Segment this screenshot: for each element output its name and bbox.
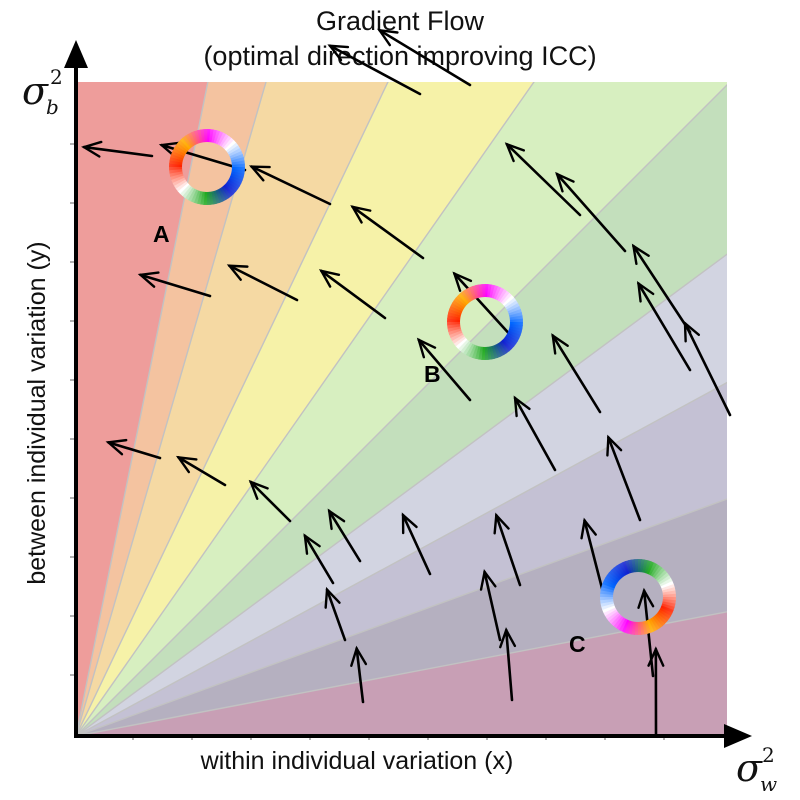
flow-arrow [81, 140, 154, 158]
flow-arrow [513, 395, 557, 472]
band-divider [77, 84, 727, 734]
band-divider [77, 253, 727, 734]
flow-arrow [631, 243, 692, 334]
band-divider [76, 82, 209, 734]
y-axis-arrowhead [64, 40, 88, 68]
color-wheel-icon [169, 129, 245, 205]
flow-arrow [683, 320, 732, 417]
x-axis-arrowhead [724, 724, 752, 748]
color-wheel-markers [169, 129, 677, 636]
y-axis-symbol: σ b 2 [22, 65, 63, 119]
flow-arrow [327, 508, 362, 563]
flow-arrow [636, 281, 692, 372]
x-axis-superscript: 2 [762, 743, 775, 767]
flow-arrow [416, 337, 472, 402]
flow-arrow [350, 205, 425, 260]
band-dividers [76, 82, 727, 734]
flow-arrow [137, 271, 212, 298]
flow-arrow [493, 512, 522, 587]
flow-arrow [499, 627, 517, 702]
flow-arrow [606, 434, 642, 522]
gradient-arrows [81, 28, 732, 737]
flow-arrow [175, 455, 227, 487]
flow-arrow [479, 569, 502, 642]
point-label-c: C [569, 631, 586, 657]
color-wheel-icon [599, 558, 677, 636]
band-divider [76, 82, 535, 734]
color-wheel-icon [447, 284, 523, 360]
flow-arrow [105, 438, 162, 460]
flow-arrow [226, 264, 299, 302]
x-axis-label: within individual variation (x) [200, 747, 514, 775]
point-label-a: A [153, 221, 170, 247]
band-divider [79, 498, 727, 734]
flow-arrow [327, 44, 422, 96]
band-divider [82, 611, 727, 734]
flow-arrow [303, 533, 335, 585]
y-axis-label: between individual variation (y) [23, 241, 51, 584]
point-label-b: B [424, 361, 441, 387]
flow-arrow [318, 269, 387, 320]
flow-arrow [248, 165, 332, 206]
y-axis-superscript: 2 [50, 65, 63, 89]
flow-arrow [647, 646, 665, 737]
chart-title-line-1: Gradient Flow [315, 6, 485, 36]
band-divider [76, 82, 389, 734]
band-divider [76, 82, 267, 734]
flow-arrow [504, 142, 582, 217]
chart-title-line-2: (optimal direction improving ICC) [203, 41, 597, 71]
band-divider [78, 381, 727, 734]
flow-arrow [551, 333, 602, 414]
y-axis-subscript: b [46, 95, 59, 119]
y-axis-sigma: σ [22, 69, 49, 113]
x-axis-sigma: σ [736, 746, 763, 790]
x-axis-symbol: σ w 2 [736, 743, 777, 796]
flow-arrow [401, 512, 432, 576]
flow-arrow [377, 28, 472, 87]
flow-arrow [324, 586, 347, 642]
flow-arrow [248, 479, 292, 523]
flow-arrow [555, 171, 627, 253]
x-axis-subscript: w [760, 772, 777, 796]
flow-arrow [350, 645, 368, 704]
angle-band [77, 82, 727, 734]
